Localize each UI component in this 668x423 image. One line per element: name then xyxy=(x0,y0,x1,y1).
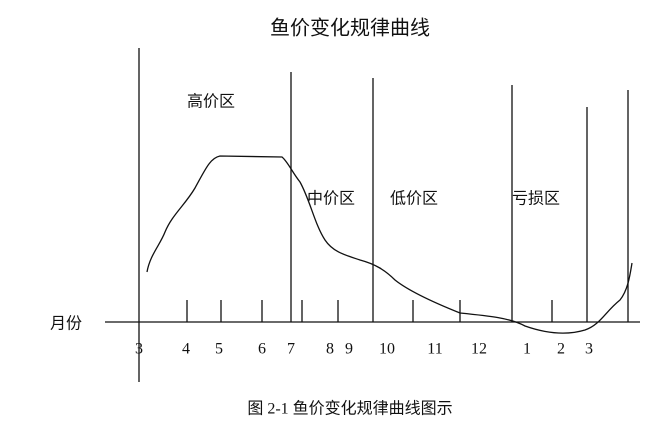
month-label: 3 xyxy=(135,341,143,358)
caption: 图 2-1 鱼价变化规律曲线图示 xyxy=(247,400,452,418)
month-label: 10 xyxy=(379,341,395,358)
month-label: 11 xyxy=(427,341,442,358)
axis-label: 月份 xyxy=(50,315,82,333)
month-label: 1 xyxy=(523,341,531,358)
month-label: 5 xyxy=(215,341,223,358)
price-curve xyxy=(146,155,633,334)
month-label: 3 xyxy=(585,341,593,358)
region-label: 低价区 xyxy=(390,190,438,208)
axes xyxy=(105,48,640,382)
region-label: 中价区 xyxy=(307,190,355,208)
region-label: 高价区 xyxy=(187,93,235,111)
month-label: 2 xyxy=(557,341,565,358)
month-label: 4 xyxy=(182,341,190,358)
month-label: 6 xyxy=(258,341,266,358)
month-label: 9 xyxy=(345,341,353,358)
month-labels: 3 4 5 6 7 8 9 10 11 12 1 2 3 xyxy=(135,341,593,358)
tick-marks xyxy=(186,300,553,322)
region-label: 亏损区 xyxy=(512,190,560,208)
title: 鱼价变化规律曲线 xyxy=(270,17,430,40)
month-label: 7 xyxy=(287,341,295,358)
month-label: 12 xyxy=(471,341,487,358)
month-label: 8 xyxy=(326,341,334,358)
